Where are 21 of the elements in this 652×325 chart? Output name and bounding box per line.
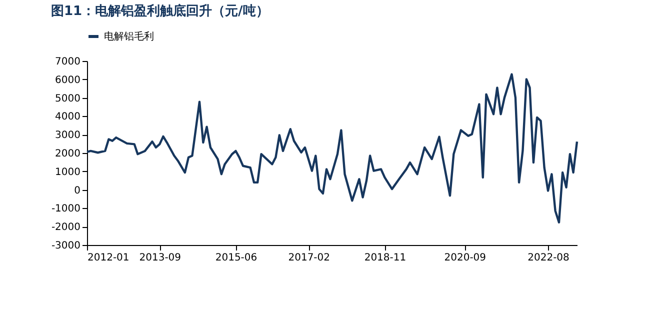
- line-series: [86, 73, 578, 224]
- x-tick-label: 2013-09: [139, 252, 182, 264]
- y-tick-label: 5000: [55, 93, 80, 104]
- y-tick-label: 0: [74, 185, 80, 196]
- x-tick-label: 2012-01: [88, 252, 130, 264]
- y-tick-label: -2000: [51, 222, 80, 234]
- y-tick-label: 4000: [55, 112, 80, 123]
- x-tick-label: 2017-02: [288, 252, 330, 264]
- y-tick-label: -1000: [51, 204, 80, 215]
- y-tick-label: 6000: [55, 74, 80, 86]
- x-tick-label: 2022-08: [528, 252, 570, 264]
- y-tick-label: 1000: [55, 166, 80, 178]
- x-tick-label: 2020-09: [444, 252, 486, 264]
- legend-label: 电解铝毛利: [104, 30, 154, 42]
- y-tick-label: 7000: [55, 56, 80, 68]
- y-tick-label: -3000: [51, 240, 80, 252]
- chart-title: 图11：电解铝盈利触底回升（元/吨）: [50, 3, 269, 19]
- x-tick-label: 2018-11: [364, 252, 406, 264]
- x-tick-label: 2015-06: [215, 252, 258, 264]
- y-tick-label: 3000: [55, 130, 80, 142]
- y-tick-label: 2000: [55, 148, 80, 160]
